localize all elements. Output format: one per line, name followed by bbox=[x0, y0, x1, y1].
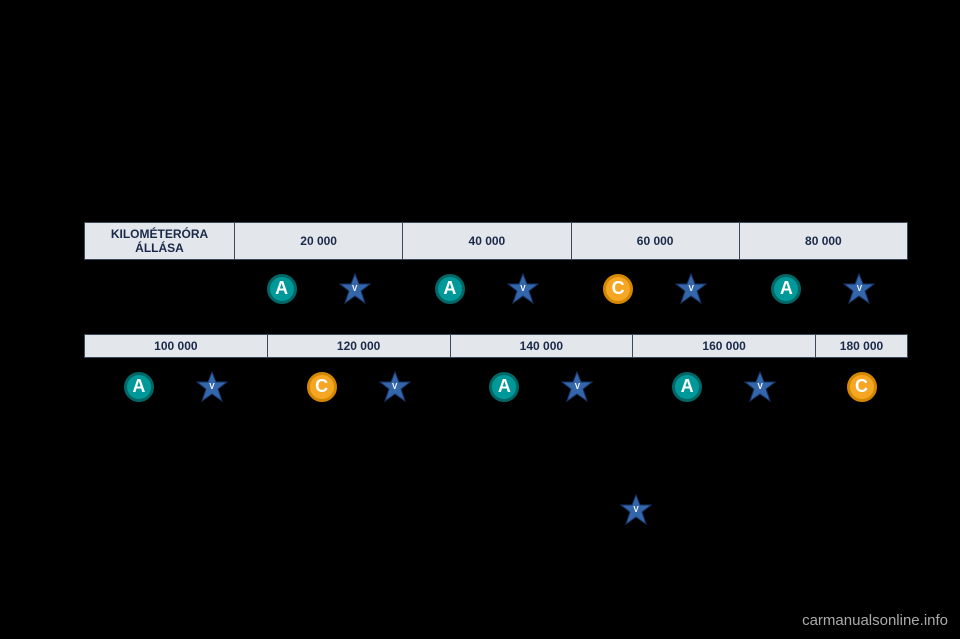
service-a-icon: A bbox=[771, 274, 801, 304]
service-a-icon: A bbox=[124, 372, 154, 402]
service-star-icon: V bbox=[744, 371, 776, 403]
service-a-icon: A bbox=[672, 372, 702, 402]
service-star-icon: V bbox=[675, 273, 707, 305]
watermark: carmanualsonline.info bbox=[802, 612, 948, 629]
service-cell: C V bbox=[579, 273, 731, 305]
col-header: 80 000 bbox=[739, 223, 907, 260]
col-header: 180 000 bbox=[816, 335, 908, 358]
col-header: 40 000 bbox=[403, 223, 571, 260]
service-a-icon: A bbox=[435, 274, 465, 304]
service-star-icon: V bbox=[507, 273, 539, 305]
service-cell: A V bbox=[747, 273, 899, 305]
service-c-icon: C bbox=[307, 372, 337, 402]
service-star-icon: V bbox=[620, 494, 652, 526]
service-star-icon: V bbox=[196, 371, 228, 403]
service-cell: A V bbox=[411, 273, 563, 305]
service-cell: C bbox=[824, 372, 900, 402]
col-header: 60 000 bbox=[571, 223, 739, 260]
col-header: 160 000 bbox=[633, 335, 816, 358]
service-cell: A V bbox=[243, 273, 395, 305]
service-cell: C V bbox=[275, 371, 442, 403]
col-header: 120 000 bbox=[267, 335, 450, 358]
service-star-icon: V bbox=[843, 273, 875, 305]
header-label: KILOMÉTERÓRA ÁLLÁSA bbox=[85, 223, 235, 260]
col-header: 20 000 bbox=[235, 223, 403, 260]
service-c-icon: C bbox=[603, 274, 633, 304]
col-header: 140 000 bbox=[450, 335, 633, 358]
service-a-icon: A bbox=[489, 372, 519, 402]
service-c-icon: C bbox=[847, 372, 877, 402]
service-cell: A V bbox=[93, 371, 260, 403]
service-star-icon: V bbox=[561, 371, 593, 403]
schedule-table-2: 100 000 120 000 140 000 160 000 180 000 … bbox=[84, 334, 908, 416]
service-cell: A V bbox=[641, 371, 808, 403]
service-star-icon: V bbox=[379, 371, 411, 403]
col-header: 100 000 bbox=[85, 335, 268, 358]
service-cell: A V bbox=[458, 371, 625, 403]
service-star-icon: V bbox=[339, 273, 371, 305]
schedule-table-1: KILOMÉTERÓRA ÁLLÁSA 20 000 40 000 60 000… bbox=[84, 222, 908, 318]
service-a-icon: A bbox=[267, 274, 297, 304]
